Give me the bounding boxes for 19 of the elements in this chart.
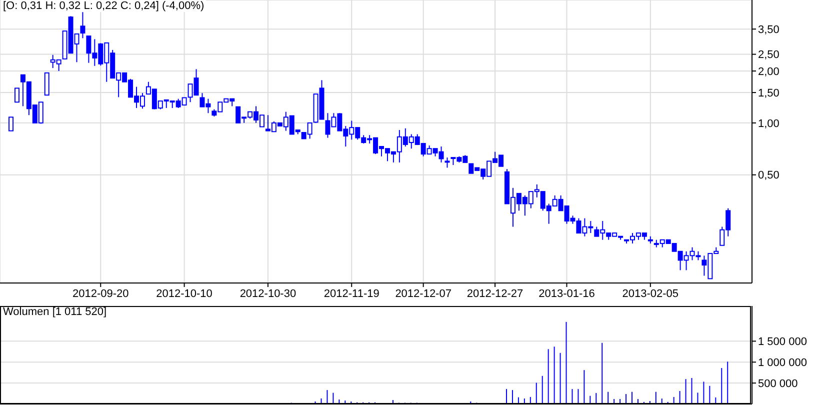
- chart-title: Wolumen [1 011 520]: [1, 306, 109, 318]
- x-tick-label: 2012-11-19: [324, 288, 380, 300]
- x-tick-label: 2012-12-07: [395, 288, 452, 300]
- x-tick-label: 2013-01-16: [538, 288, 595, 300]
- y-tick-label: 2,50: [758, 49, 780, 62]
- chart-title: [O: 0,31 H: 0,32 L: 0,22 C: 0,24] (-4,00%): [1, 0, 206, 12]
- y-tick-label: 1 000 000: [758, 357, 807, 370]
- x-tick-label: 2012-10-30: [240, 288, 296, 300]
- y-tick-label: 0,50: [758, 170, 780, 182]
- y-tick-label: 1,00: [758, 118, 780, 130]
- x-tick-label: 2012-10-10: [156, 288, 212, 300]
- y-tick-label: 1 500 000: [758, 336, 807, 348]
- y-tick-label: 1,50: [758, 87, 780, 100]
- x-tick-label: 2013-02-05: [622, 288, 679, 300]
- x-tick-label: 2012-12-27: [466, 288, 524, 300]
- x-tick-label: 2012-09-20: [72, 288, 129, 300]
- y-tick-label: 500 000: [758, 378, 798, 390]
- y-tick-label: 3,50: [758, 24, 780, 36]
- y-tick-label: 2,00: [758, 66, 780, 78]
